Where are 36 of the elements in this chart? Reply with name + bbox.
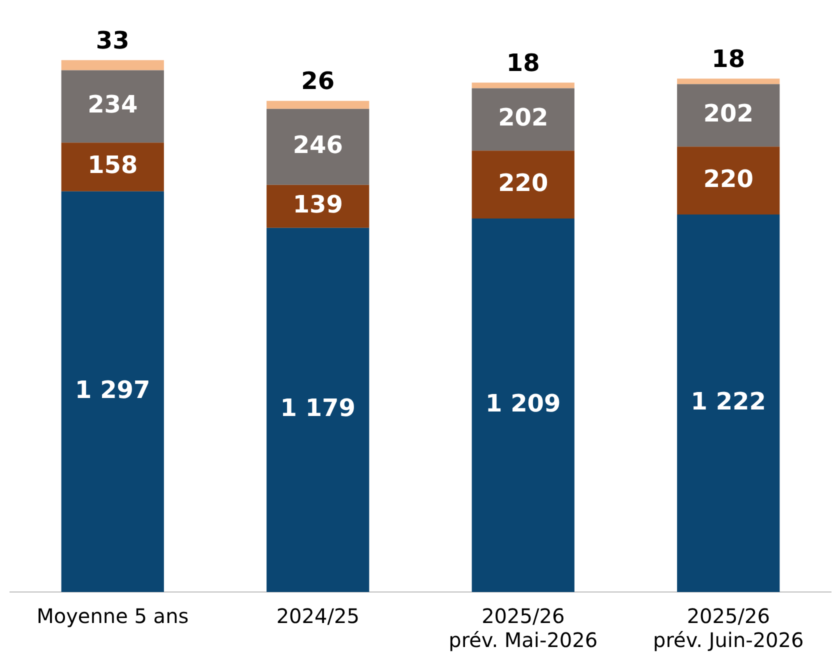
x-tick-label: 2025/26 prév. Mai-2026 — [448, 604, 598, 652]
bar — [677, 84, 780, 147]
bar — [266, 100, 370, 109]
x-tick-label: Moyenne 5 ans — [36, 604, 189, 628]
data-label: 26 — [301, 67, 335, 96]
bar — [61, 60, 164, 70]
data-label: 1 297 — [75, 376, 150, 404]
x-tick-label: 2025/26 prév. Juin-2026 — [653, 604, 804, 652]
bar — [677, 78, 780, 84]
data-label: 220 — [498, 168, 548, 197]
data-label: 18 — [506, 48, 540, 77]
data-label: 158 — [88, 151, 138, 180]
bar — [266, 108, 370, 185]
bar — [677, 214, 780, 592]
data-label: 202 — [703, 100, 754, 128]
bar — [61, 142, 164, 192]
x-tick-label: 2024/25 — [276, 604, 360, 628]
bar — [472, 218, 574, 592]
data-label: 234 — [88, 90, 138, 119]
data-label: 220 — [703, 164, 754, 193]
data-label: 246 — [292, 131, 343, 160]
bar — [472, 150, 574, 219]
bar — [266, 184, 370, 228]
data-label: 1 209 — [486, 390, 561, 418]
data-label: 18 — [712, 44, 746, 73]
data-label: 33 — [96, 26, 130, 54]
data-label: 1 222 — [690, 388, 766, 416]
bar — [677, 146, 780, 215]
bar — [472, 82, 574, 88]
data-label: 1 179 — [280, 394, 356, 422]
data-label: 139 — [292, 190, 343, 219]
data-label: 202 — [498, 104, 548, 132]
bar — [472, 88, 574, 151]
bar — [61, 70, 164, 143]
bar — [61, 191, 164, 592]
bar — [266, 228, 370, 592]
